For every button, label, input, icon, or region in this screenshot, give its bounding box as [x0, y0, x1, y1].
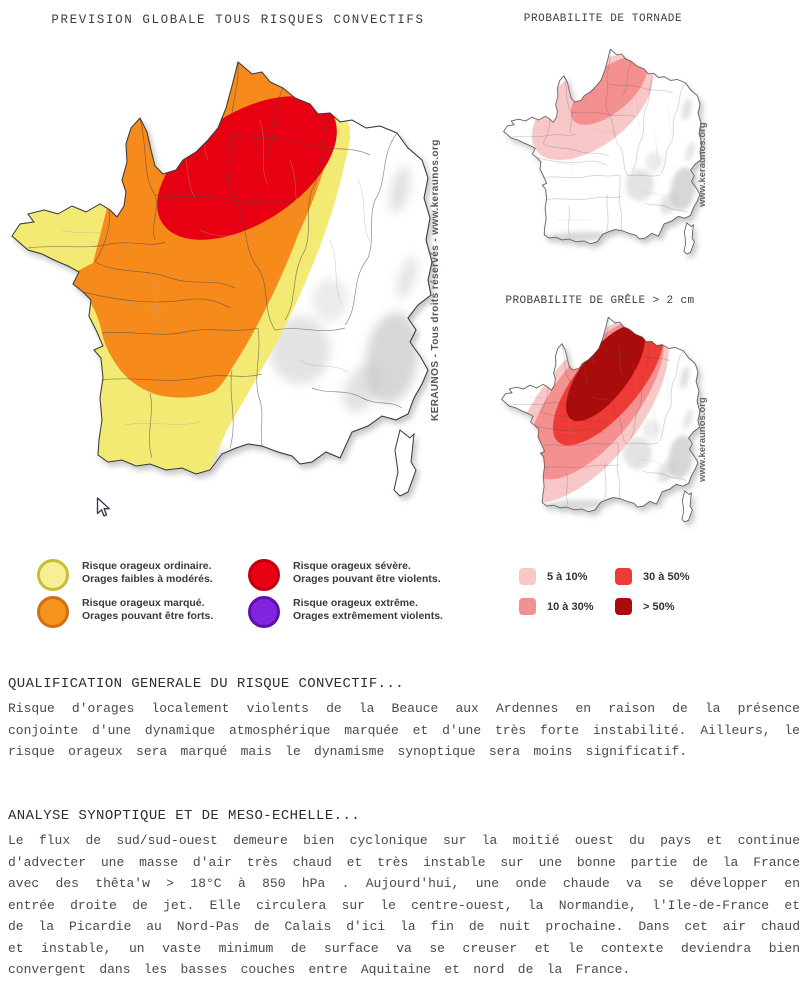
section-body: Risque d'orages localement violents de l… — [8, 701, 800, 759]
legend-label: Risque orageux sévère. Orages pouvant êt… — [293, 560, 441, 585]
main-map-title: PREVISION GLOBALE TOUS RISQUES CONVECTIF… — [51, 13, 425, 27]
section-qualification: QUALIFICATION GENERALE DU RISQUE CONVECT… — [8, 676, 800, 763]
extreme-risk-swatch — [248, 596, 280, 628]
hail-probability-map — [501, 316, 701, 523]
section-heading: QUALIFICATION GENERALE DU RISQUE CONVECT… — [8, 676, 405, 692]
keraunos-watermark: www.keraunos.org — [697, 122, 708, 208]
legend-item-extreme: Risque orageux extrême. Orages extrêmeme… — [248, 596, 443, 628]
legend-label: Risque orageux marqué. Orages pouvant êt… — [82, 597, 214, 622]
mouse-cursor — [96, 497, 110, 517]
legend-item-ordinary: Risque orageux ordinaire. Orages faibles… — [37, 559, 248, 591]
prob-swatch-over-50 — [615, 598, 632, 615]
prob-legend-30-50: 30 à 50% — [615, 568, 689, 585]
prob-legend-10-30: 10 à 30% — [519, 598, 593, 615]
risk-legend-row-2: Risque orageux marqué. Orages pouvant êt… — [37, 596, 497, 628]
legend-item-marked: Risque orageux marqué. Orages pouvant êt… — [37, 596, 248, 628]
prob-swatch-5-10 — [519, 568, 536, 585]
prob-legend-5-10: 5 à 10% — [519, 568, 587, 585]
section-analyse: ANALYSE SYNOPTIQUE ET DE MESO-ECHELLE...… — [8, 808, 800, 981]
hail-map-title: PROBABILITE DE GRÊLE > 2 cm — [505, 295, 695, 307]
zone-severe-risk — [157, 96, 337, 240]
main-convective-risk-map — [11, 61, 433, 497]
legend-label: Risque orageux ordinaire. Orages faibles… — [82, 560, 213, 585]
risk-legend-row-1: Risque orageux ordinaire. Orages faibles… — [37, 559, 497, 591]
legend-label: Risque orageux extrême. Orages extrêmeme… — [293, 597, 443, 622]
tornado-probability-map — [503, 48, 703, 255]
prob-swatch-10-30 — [519, 598, 536, 615]
ordinary-risk-swatch — [37, 559, 69, 591]
tornado-map-title: PROBABILITE DE TORNADE — [523, 13, 683, 25]
severe-risk-swatch — [248, 559, 280, 591]
prob-swatch-30-50 — [615, 568, 632, 585]
prob-legend-over-50: > 50% — [615, 598, 675, 615]
section-heading: ANALYSE SYNOPTIQUE ET DE MESO-ECHELLE... — [8, 808, 361, 824]
marked-risk-swatch — [37, 596, 69, 628]
keraunos-watermark: KERAUNOS - Tous droits réservés - www.ke… — [430, 139, 441, 421]
section-body: Le flux de sud/sud-ouest demeure bien cy… — [8, 833, 800, 977]
legend-item-severe: Risque orageux sévère. Orages pouvant êt… — [248, 559, 441, 591]
keraunos-watermark: www.keraunos.org — [697, 397, 708, 483]
